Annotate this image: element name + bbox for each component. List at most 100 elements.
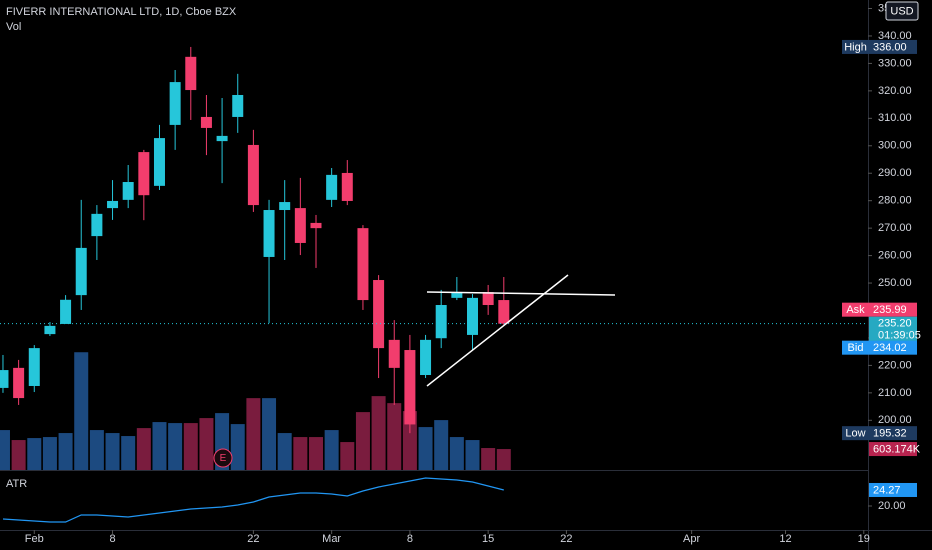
y-tick-label: 320.00 — [878, 85, 912, 97]
volume-bar — [89, 430, 104, 470]
ask-value-badge — [869, 302, 917, 317]
candle-body — [216, 135, 228, 142]
y-tick-label: 290.00 — [878, 167, 912, 179]
volume-bar — [27, 438, 42, 470]
volume-value: 603.174K — [873, 443, 921, 455]
candle-body — [138, 152, 150, 196]
volume-bar — [293, 437, 308, 470]
candle-body — [404, 350, 416, 425]
candle-body — [169, 82, 181, 125]
volume-value-badge — [869, 442, 917, 457]
x-tick-label: 22 — [247, 533, 259, 545]
bid-name: Bid — [848, 342, 864, 354]
volume-bar — [0, 430, 10, 470]
atr-tick-label: 20.00 — [878, 500, 906, 512]
volume-bar — [121, 436, 136, 470]
candle-body — [451, 292, 463, 298]
candle-body — [247, 144, 259, 206]
candle-body — [310, 222, 322, 229]
x-tick-label: 22 — [560, 533, 572, 545]
high-name-badge — [842, 39, 869, 54]
volume-bar — [371, 396, 386, 470]
x-tick-label: Apr — [683, 533, 700, 545]
x-tick-label: 8 — [407, 533, 413, 545]
currency: USD — [890, 5, 913, 17]
volume-bar — [465, 440, 480, 470]
candle-body — [122, 182, 134, 200]
candle-body — [91, 213, 103, 237]
countdown: 01:39:05 — [878, 330, 921, 342]
volume-bar — [58, 433, 73, 470]
x-tick-label: 19 — [858, 533, 870, 545]
volume-bar — [387, 403, 402, 470]
axes: 200.00210.00220.00230.00240.00250.00260.… — [25, 2, 921, 544]
candle-body — [44, 325, 56, 335]
y-tick-label: 250.00 — [878, 277, 912, 289]
volume-bar — [481, 448, 496, 470]
last-price: 235.20 — [878, 318, 912, 330]
volume-bar — [183, 423, 198, 470]
volume-bar — [402, 411, 417, 470]
ask-name: Ask — [846, 304, 865, 316]
y-tick-label: 260.00 — [878, 249, 912, 261]
low-value-badge — [869, 426, 917, 441]
volume-bar — [434, 420, 449, 470]
candle-body — [232, 94, 244, 117]
y-tick-label: 330.00 — [878, 57, 912, 69]
y-tick-label: 300.00 — [878, 140, 912, 152]
volume-bar — [308, 437, 323, 470]
candle-body — [467, 297, 479, 335]
y-tick-label: 220.00 — [878, 359, 912, 371]
candle-body — [294, 208, 306, 243]
volume-bar — [340, 442, 355, 470]
low-value: 195.32 — [873, 428, 907, 440]
candle-body — [107, 200, 119, 209]
earnings-marker[interactable] — [213, 448, 233, 468]
high-name: High — [844, 41, 867, 53]
atr-value-badge — [869, 482, 917, 497]
candle-body — [420, 339, 432, 376]
candle-body — [341, 172, 353, 201]
candle-body — [200, 116, 212, 128]
candle-body — [263, 210, 275, 257]
candle-body — [357, 228, 369, 301]
x-tick-label: 8 — [109, 533, 115, 545]
atr-line — [2, 477, 504, 523]
bid-value: 234.02 — [873, 342, 907, 354]
earnings-label: E — [220, 453, 227, 464]
volume-bar — [74, 352, 89, 470]
volume-bar — [449, 437, 464, 470]
y-tick-label: 340.00 — [878, 30, 912, 42]
candle-body — [0, 370, 9, 388]
bid-name-badge — [842, 340, 869, 355]
volume-bar — [199, 418, 214, 470]
volume-bar — [262, 398, 277, 470]
drawn-trendline[interactable] — [426, 274, 569, 387]
candle-body — [75, 247, 87, 296]
bid-value-badge — [869, 340, 917, 355]
volume-bar — [42, 437, 57, 470]
y-tick-label: 280.00 — [878, 195, 912, 207]
x-tick-label: 15 — [482, 533, 494, 545]
last-price-badge — [869, 316, 917, 343]
high-value-badge — [869, 39, 917, 54]
candle-body — [60, 299, 72, 324]
candle-body — [498, 300, 510, 324]
low-name: Low — [845, 428, 865, 440]
volume-label: Vol — [6, 21, 21, 33]
volume-bar — [152, 422, 167, 470]
high-value: 336.00 — [873, 41, 907, 53]
volume-bar — [496, 449, 511, 470]
drawn-trendline[interactable] — [426, 291, 616, 296]
y-tick-label: 270.00 — [878, 222, 912, 234]
candle-body — [13, 367, 25, 399]
volume-bar — [324, 430, 339, 470]
candle-body — [28, 348, 40, 386]
currency-badge[interactable] — [885, 1, 919, 21]
volume-bar — [355, 412, 370, 470]
volume-bar — [277, 433, 292, 470]
candle-body — [435, 305, 447, 339]
marks: E — [0, 46, 868, 523]
